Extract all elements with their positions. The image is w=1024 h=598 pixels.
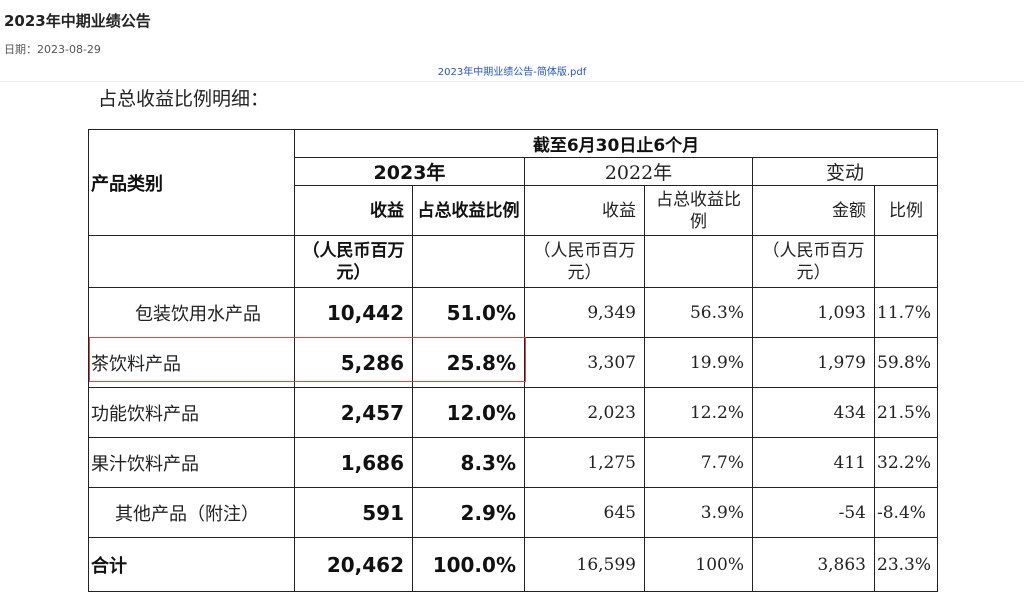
row-category: 茶饮料产品 <box>88 337 295 388</box>
pdf-download-link[interactable]: 2023年中期业绩公告-简体版.pdf <box>437 67 587 78</box>
row-share-2023: 8.3% <box>412 437 525 488</box>
row-revenue-2023: 1,686 <box>294 437 413 488</box>
change-header: 变动 <box>752 157 938 186</box>
row-share-2022: 7.7% <box>644 437 753 488</box>
revenue-breakdown-table: 产品类别 截至6月30日止6个月 2023年 2022年 变动 收益 占总收益比… <box>88 129 938 592</box>
row-revenue-2022: 1,275 <box>524 437 645 488</box>
total-share-2022: 100% <box>644 537 753 592</box>
section-heading-cut: 占总收益比例明细： <box>98 88 270 110</box>
row-share-2023: 25.8% <box>412 337 525 388</box>
row-change-amount: 1,093 <box>752 287 875 338</box>
row-share-2023: 2.9% <box>412 487 525 538</box>
year-2023-header: 2023年 <box>294 157 525 186</box>
col-share-2022: 占总收益比例 <box>644 185 753 236</box>
unit-row-spacer <box>88 235 295 288</box>
unit-spacer <box>412 235 525 288</box>
row-category: 功能饮料产品 <box>88 387 295 438</box>
header-divider <box>0 81 1024 82</box>
unit-2023: （人民币百万元） <box>294 235 413 288</box>
total-category: 合计 <box>88 537 295 592</box>
unit-spacer <box>644 235 753 288</box>
total-revenue-2022: 16,599 <box>524 537 645 592</box>
row-revenue-2023: 591 <box>294 487 413 538</box>
row-revenue-2023: 5,286 <box>294 337 413 388</box>
row-revenue-2022: 9,349 <box>524 287 645 338</box>
table-row: 果汁饮料产品 1,686 8.3% 1,275 7.7% 411 32.2% <box>88 437 938 488</box>
unit-change: （人民币百万元） <box>752 235 875 288</box>
unit-spacer <box>874 235 938 288</box>
row-category: 其他产品（附注） <box>88 487 295 538</box>
row-share-2023: 51.0% <box>412 287 525 338</box>
row-category: 果汁饮料产品 <box>88 437 295 488</box>
row-revenue-2023: 10,442 <box>294 287 413 338</box>
col-revenue-2022: 收益 <box>524 185 645 236</box>
col-change-amount: 金额 <box>752 185 875 236</box>
row-change-amount: 1,979 <box>752 337 875 388</box>
row-change-ratio: 11.7% <box>874 287 938 338</box>
row-revenue-2022: 2,023 <box>524 387 645 438</box>
publish-date: 日期：2023-08-29 <box>4 41 101 57</box>
col-share-2023: 占总收益比例 <box>412 185 525 236</box>
total-change-amount: 3,863 <box>752 537 875 592</box>
row-share-2022: 19.9% <box>644 337 753 388</box>
row-change-ratio: 32.2% <box>874 437 938 488</box>
table-row: 其他产品（附注） 591 2.9% 645 3.9% -54 -8.4% <box>88 487 938 538</box>
row-category: 包装饮用水产品 <box>88 287 295 338</box>
row-share-2022: 3.9% <box>644 487 753 538</box>
col-change-ratio: 比例 <box>874 185 938 236</box>
total-row: 合计 20,462 100.0% 16,599 100% 3,863 23.3% <box>88 537 938 592</box>
category-header: 产品类别 <box>88 129 295 236</box>
row-change-amount: 434 <box>752 387 875 438</box>
total-share-2023: 100.0% <box>412 537 525 592</box>
row-change-ratio: 59.8% <box>874 337 938 388</box>
page-title: 2023年中期业绩公告 <box>4 12 151 30</box>
col-revenue-2023: 收益 <box>294 185 413 236</box>
date-value: 2023-08-29 <box>37 43 101 56</box>
total-revenue-2023: 20,462 <box>294 537 413 592</box>
row-change-amount: 411 <box>752 437 875 488</box>
row-share-2023: 12.0% <box>412 387 525 438</box>
pdf-document-view: 占总收益比例明细： 产品类别 截至6月30日止6个月 2023年 2022年 变… <box>0 82 1024 598</box>
date-label: 日期： <box>4 43 37 56</box>
row-revenue-2022: 645 <box>524 487 645 538</box>
row-change-ratio: 21.5% <box>874 387 938 438</box>
row-share-2022: 56.3% <box>644 287 753 338</box>
row-revenue-2022: 3,307 <box>524 337 645 388</box>
row-revenue-2023: 2,457 <box>294 387 413 438</box>
row-change-ratio: -8.4% <box>874 487 938 538</box>
total-change-ratio: 23.3% <box>874 537 938 592</box>
table-row: 包装饮用水产品 10,442 51.0% 9,349 56.3% 1,093 1… <box>88 287 938 338</box>
unit-2022: （人民币百万元） <box>524 235 645 288</box>
row-share-2022: 12.2% <box>644 387 753 438</box>
table-row: 功能饮料产品 2,457 12.0% 2,023 12.2% 434 21.5% <box>88 387 938 438</box>
table-row: 茶饮料产品 5,286 25.8% 3,307 19.9% 1,979 59.8… <box>88 337 938 388</box>
year-2022-header: 2022年 <box>524 157 753 186</box>
row-change-amount: -54 <box>752 487 875 538</box>
period-header: 截至6月30日止6个月 <box>294 129 938 158</box>
